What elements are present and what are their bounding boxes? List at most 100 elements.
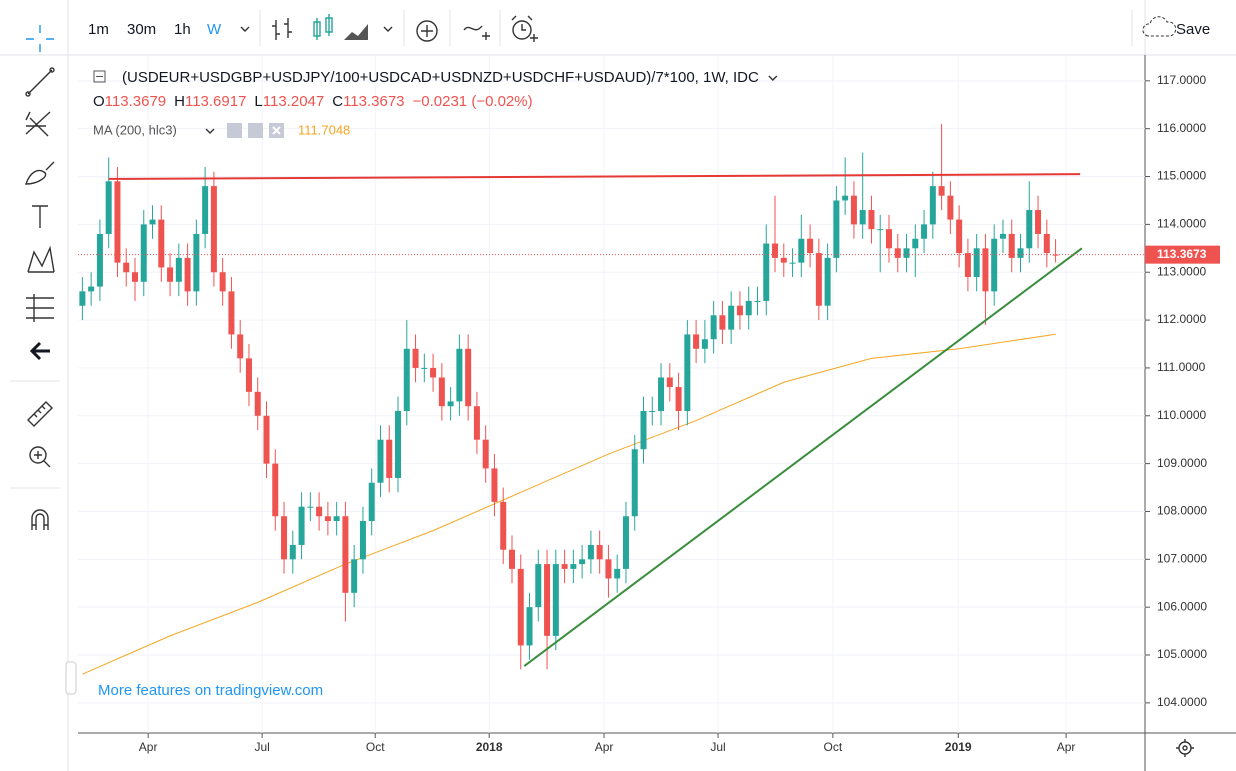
- candle-body: [412, 348, 419, 368]
- candle-body: [684, 334, 691, 411]
- ma-visibility[interactable]: [227, 123, 242, 138]
- x-tick-label: Apr: [1057, 740, 1076, 754]
- candle-body: [605, 559, 612, 579]
- measure-tool[interactable]: [27, 401, 53, 427]
- trend-line-tool[interactable]: [25, 67, 55, 97]
- candle-body: [263, 415, 270, 464]
- candle-body: [999, 233, 1006, 239]
- interval-button[interactable]: 1m: [88, 21, 109, 38]
- style-dropdown[interactable]: [383, 26, 393, 32]
- prediction-tool[interactable]: [26, 294, 54, 322]
- text-tool[interactable]: [32, 205, 48, 228]
- settings-gear[interactable]: [1176, 739, 1194, 757]
- ma-dropdown[interactable]: [205, 128, 215, 134]
- candle-body: [1035, 210, 1042, 234]
- candle-body: [131, 272, 138, 282]
- title-dropdown[interactable]: [768, 75, 778, 81]
- crosshair-tool[interactable]: [26, 25, 54, 52]
- interval-button[interactable]: 1h: [174, 21, 191, 38]
- candle-body: [333, 516, 340, 522]
- x-tick-label: Oct: [366, 740, 385, 754]
- candle-body: [798, 238, 805, 263]
- back-tool[interactable]: [29, 341, 50, 361]
- candle-body: [964, 253, 971, 278]
- candle-body: [123, 262, 130, 273]
- indicators-button[interactable]: [416, 20, 438, 42]
- x-tick-label: Apr: [595, 740, 614, 754]
- candle-body: [219, 272, 226, 292]
- candle-body: [579, 559, 586, 565]
- candle-body: [342, 516, 349, 593]
- candles-style[interactable]: [313, 14, 333, 40]
- candle-body: [614, 568, 621, 579]
- candle-body: [167, 267, 174, 282]
- candle-body: [824, 257, 831, 306]
- candle-body: [991, 238, 998, 292]
- save-button[interactable]: Save: [1176, 21, 1210, 38]
- compare-button[interactable]: [463, 25, 490, 40]
- candle-body: [666, 377, 673, 388]
- candle-body: [956, 219, 963, 254]
- alert-button[interactable]: [511, 15, 538, 42]
- interval-dropdown[interactable]: [240, 26, 250, 32]
- interval-button-active[interactable]: W: [207, 21, 222, 38]
- candle-body: [921, 224, 928, 239]
- trend-line: [523, 247, 1083, 667]
- candle-body: [149, 219, 156, 225]
- candle-body: [237, 334, 244, 359]
- candle-body: [351, 559, 358, 593]
- x-tick-label: Oct: [824, 740, 843, 754]
- candle-body: [675, 387, 682, 411]
- candle-body: [1052, 254, 1059, 256]
- zoom-tool[interactable]: [29, 446, 51, 468]
- interval-button[interactable]: 30m: [127, 21, 156, 38]
- ma-label: MA (200, hlc3): [93, 122, 177, 137]
- candle-body: [842, 195, 849, 201]
- candle-body: [728, 305, 735, 330]
- collapse-icon[interactable]: [93, 70, 106, 83]
- change: −0.0231 (−0.02%): [413, 93, 533, 110]
- pattern-tool[interactable]: [27, 245, 55, 273]
- last-price-label: 113.3673: [1157, 247, 1207, 261]
- y-tick-label: 111.0000: [1157, 360, 1206, 374]
- y-tick-label: 116.0000: [1157, 121, 1206, 135]
- trend-line: [108, 173, 1081, 180]
- candle-body: [395, 410, 402, 478]
- candle-body: [719, 315, 726, 330]
- save-icon[interactable]: [1142, 16, 1177, 37]
- area-style[interactable]: [344, 24, 368, 40]
- candle-body: [596, 544, 603, 560]
- candle-body: [324, 516, 331, 522]
- magnet-tool[interactable]: [31, 509, 49, 530]
- y-tick-label: 113.0000: [1157, 264, 1206, 278]
- candle-body: [544, 564, 551, 636]
- y-tick-label: 115.0000: [1157, 169, 1206, 183]
- y-tick-label: 112.0000: [1157, 312, 1206, 326]
- ohlc-value: 113.6917: [185, 93, 246, 110]
- candle-body: [438, 377, 445, 407]
- candle-body: [859, 210, 866, 225]
- candle-body: [789, 262, 796, 264]
- candle-body: [587, 544, 594, 560]
- brush-tool[interactable]: [25, 161, 55, 185]
- candle-body: [982, 248, 989, 292]
- candle-body: [184, 257, 191, 292]
- candle-body: [912, 238, 919, 249]
- candle-body: [552, 564, 559, 636]
- candle-body: [88, 286, 95, 292]
- candle-body: [973, 248, 980, 278]
- bars-style[interactable]: [272, 18, 292, 40]
- ohlc-label: L: [254, 93, 262, 110]
- chart-title: (USDEUR+USDGBP+USDJPY/100+USDCAD+USDNZD+…: [122, 69, 759, 86]
- collapse-handle[interactable]: [65, 661, 77, 695]
- candle-body: [947, 195, 954, 220]
- axes: 104.0000 105.0000 106.0000 107.0000 108.0000…: [139, 73, 1220, 754]
- ma-settings[interactable]: [248, 123, 263, 138]
- candle-body: [570, 564, 577, 569]
- ohlc-value: 113.2047: [263, 93, 324, 110]
- candle-body: [763, 243, 770, 301]
- candle-body: [693, 334, 700, 349]
- candle-body: [359, 521, 366, 560]
- fib-tool[interactable]: [25, 111, 51, 137]
- watermark-link[interactable]: More features on tradingview.com: [98, 682, 323, 699]
